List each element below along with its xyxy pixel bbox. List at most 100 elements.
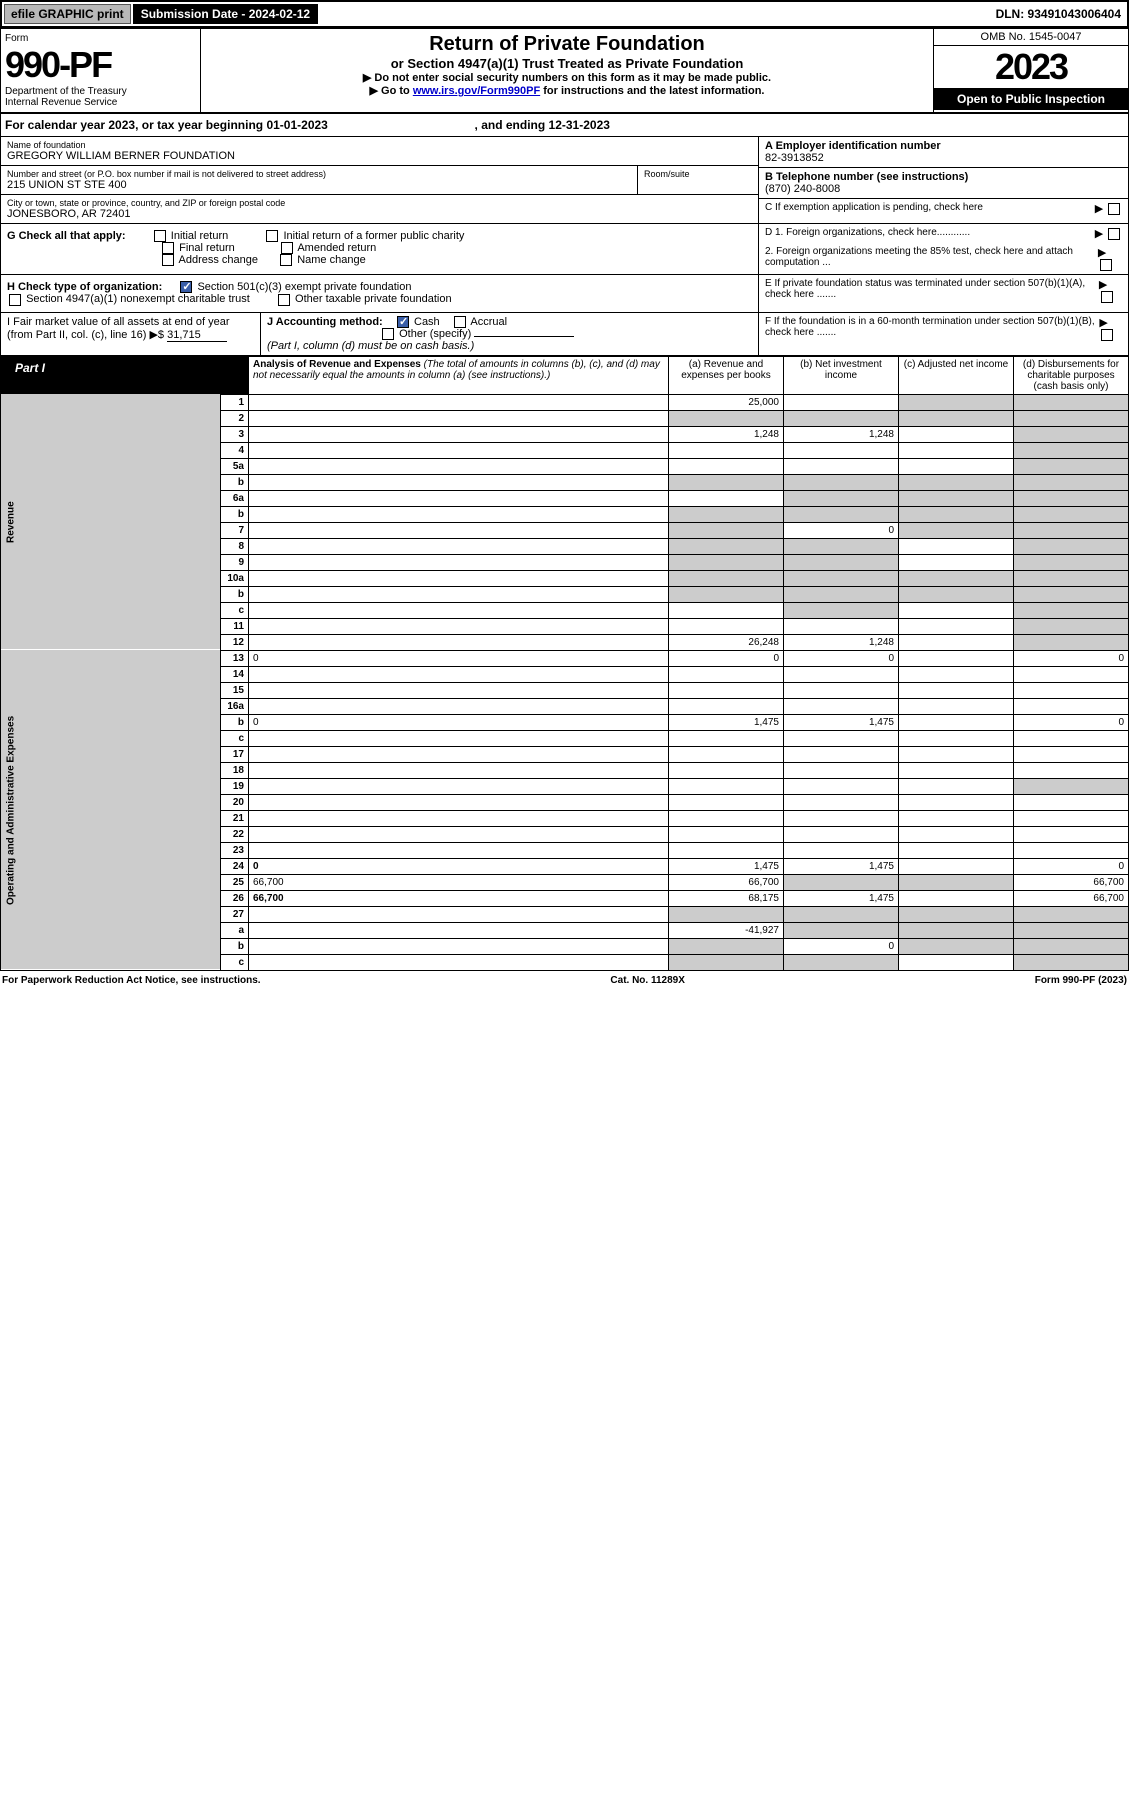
line-number: c bbox=[221, 602, 249, 618]
tax-year: 2023 bbox=[934, 46, 1128, 88]
amount-col-b bbox=[784, 458, 899, 474]
section-d1-label: D 1. Foreign organizations, check here..… bbox=[765, 227, 970, 238]
line-number: 18 bbox=[221, 762, 249, 778]
section-c-checkbox[interactable] bbox=[1108, 203, 1120, 215]
ein-label: A Employer identification number bbox=[765, 140, 1122, 152]
line-number: 3 bbox=[221, 426, 249, 442]
amount-col-c bbox=[899, 954, 1014, 970]
line-description bbox=[249, 666, 669, 682]
g-initial-former-checkbox[interactable] bbox=[266, 230, 278, 242]
line-description: 0 bbox=[249, 858, 669, 874]
h-other-taxable-checkbox[interactable] bbox=[278, 294, 290, 306]
amount-col-a bbox=[669, 794, 784, 810]
h-501c3-checkbox[interactable] bbox=[180, 281, 192, 293]
amount-col-a: 0 bbox=[669, 650, 784, 666]
amount-col-c bbox=[899, 762, 1014, 778]
amount-col-d bbox=[1014, 746, 1129, 762]
amount-col-c bbox=[899, 890, 1014, 906]
amount-col-c bbox=[899, 698, 1014, 714]
line-description bbox=[249, 586, 669, 602]
phone-label: B Telephone number (see instructions) bbox=[765, 171, 1122, 183]
amount-col-c bbox=[899, 666, 1014, 682]
line-description bbox=[249, 458, 669, 474]
amount-col-b bbox=[784, 506, 899, 522]
line-number: 19 bbox=[221, 778, 249, 794]
amount-col-c bbox=[899, 826, 1014, 842]
line-description bbox=[249, 938, 669, 954]
amount-col-a bbox=[669, 458, 784, 474]
omb-number: OMB No. 1545-0047 bbox=[934, 29, 1128, 46]
amount-col-c bbox=[899, 842, 1014, 858]
efile-print-button[interactable]: efile GRAPHIC print bbox=[4, 4, 131, 24]
section-c-label: C If exemption application is pending, c… bbox=[765, 202, 983, 213]
amount-col-d bbox=[1014, 794, 1129, 810]
amount-col-b bbox=[784, 730, 899, 746]
section-ijf-row: I Fair market value of all assets at end… bbox=[0, 313, 1129, 356]
amount-col-d: 66,700 bbox=[1014, 874, 1129, 890]
e-checkbox[interactable] bbox=[1101, 291, 1113, 303]
amount-col-b: 0 bbox=[784, 522, 899, 538]
amount-col-c bbox=[899, 458, 1014, 474]
d1-checkbox[interactable] bbox=[1108, 228, 1120, 240]
h-4947-checkbox[interactable] bbox=[9, 294, 21, 306]
amount-col-c bbox=[899, 506, 1014, 522]
g-initial-return-checkbox[interactable] bbox=[154, 230, 166, 242]
line-number: 7 bbox=[221, 522, 249, 538]
line-number: 21 bbox=[221, 810, 249, 826]
amount-col-d: 66,700 bbox=[1014, 890, 1129, 906]
ein: 82-3913852 bbox=[765, 152, 1122, 164]
amount-col-c bbox=[899, 394, 1014, 410]
amount-col-a: 26,248 bbox=[669, 634, 784, 650]
amount-col-d bbox=[1014, 394, 1129, 410]
g-address-change-checkbox[interactable] bbox=[162, 254, 174, 266]
line-description bbox=[249, 954, 669, 970]
j-accrual-checkbox[interactable] bbox=[454, 316, 466, 328]
amount-col-d bbox=[1014, 410, 1129, 426]
calendar-year-line: For calendar year 2023, or tax year begi… bbox=[0, 113, 1129, 137]
line-number: c bbox=[221, 954, 249, 970]
amount-col-b bbox=[784, 922, 899, 938]
d2-checkbox[interactable] bbox=[1100, 259, 1112, 271]
amount-col-b bbox=[784, 778, 899, 794]
section-he-row: H Check type of organization: Section 50… bbox=[0, 275, 1129, 312]
line-number: 13 bbox=[221, 650, 249, 666]
amount-col-c bbox=[899, 410, 1014, 426]
amount-col-c bbox=[899, 554, 1014, 570]
f-checkbox[interactable] bbox=[1101, 329, 1113, 341]
amount-col-d bbox=[1014, 762, 1129, 778]
section-gd-row: G Check all that apply: Initial return I… bbox=[0, 224, 1129, 275]
amount-col-b bbox=[784, 442, 899, 458]
amount-col-b: 1,248 bbox=[784, 426, 899, 442]
amount-col-a: 66,700 bbox=[669, 874, 784, 890]
line-number: a bbox=[221, 922, 249, 938]
amount-col-b bbox=[784, 794, 899, 810]
paperwork-notice: For Paperwork Reduction Act Notice, see … bbox=[2, 975, 261, 986]
g-amended-checkbox[interactable] bbox=[281, 242, 293, 254]
amount-col-a: 68,175 bbox=[669, 890, 784, 906]
amount-col-d bbox=[1014, 810, 1129, 826]
line-description bbox=[249, 538, 669, 554]
amount-col-c bbox=[899, 794, 1014, 810]
col-c-header: (c) Adjusted net income bbox=[899, 356, 1014, 394]
amount-col-c bbox=[899, 778, 1014, 794]
line-number: 17 bbox=[221, 746, 249, 762]
amount-col-b bbox=[784, 906, 899, 922]
g-name-change-checkbox[interactable] bbox=[280, 254, 292, 266]
line-number: b bbox=[221, 938, 249, 954]
line-description bbox=[249, 522, 669, 538]
amount-col-d bbox=[1014, 442, 1129, 458]
j-other-checkbox[interactable] bbox=[382, 328, 394, 340]
g-final-return-checkbox[interactable] bbox=[162, 242, 174, 254]
line-description bbox=[249, 410, 669, 426]
amount-col-b: 1,475 bbox=[784, 890, 899, 906]
j-cash-checkbox[interactable] bbox=[397, 316, 409, 328]
line-description bbox=[249, 698, 669, 714]
form-ref: Form 990-PF (2023) bbox=[1035, 975, 1127, 986]
line-description bbox=[249, 442, 669, 458]
irs-link[interactable]: www.irs.gov/Form990PF bbox=[413, 85, 540, 97]
line-description bbox=[249, 778, 669, 794]
amount-col-c bbox=[899, 746, 1014, 762]
amount-col-b bbox=[784, 554, 899, 570]
amount-col-a bbox=[669, 602, 784, 618]
amount-col-d bbox=[1014, 778, 1129, 794]
